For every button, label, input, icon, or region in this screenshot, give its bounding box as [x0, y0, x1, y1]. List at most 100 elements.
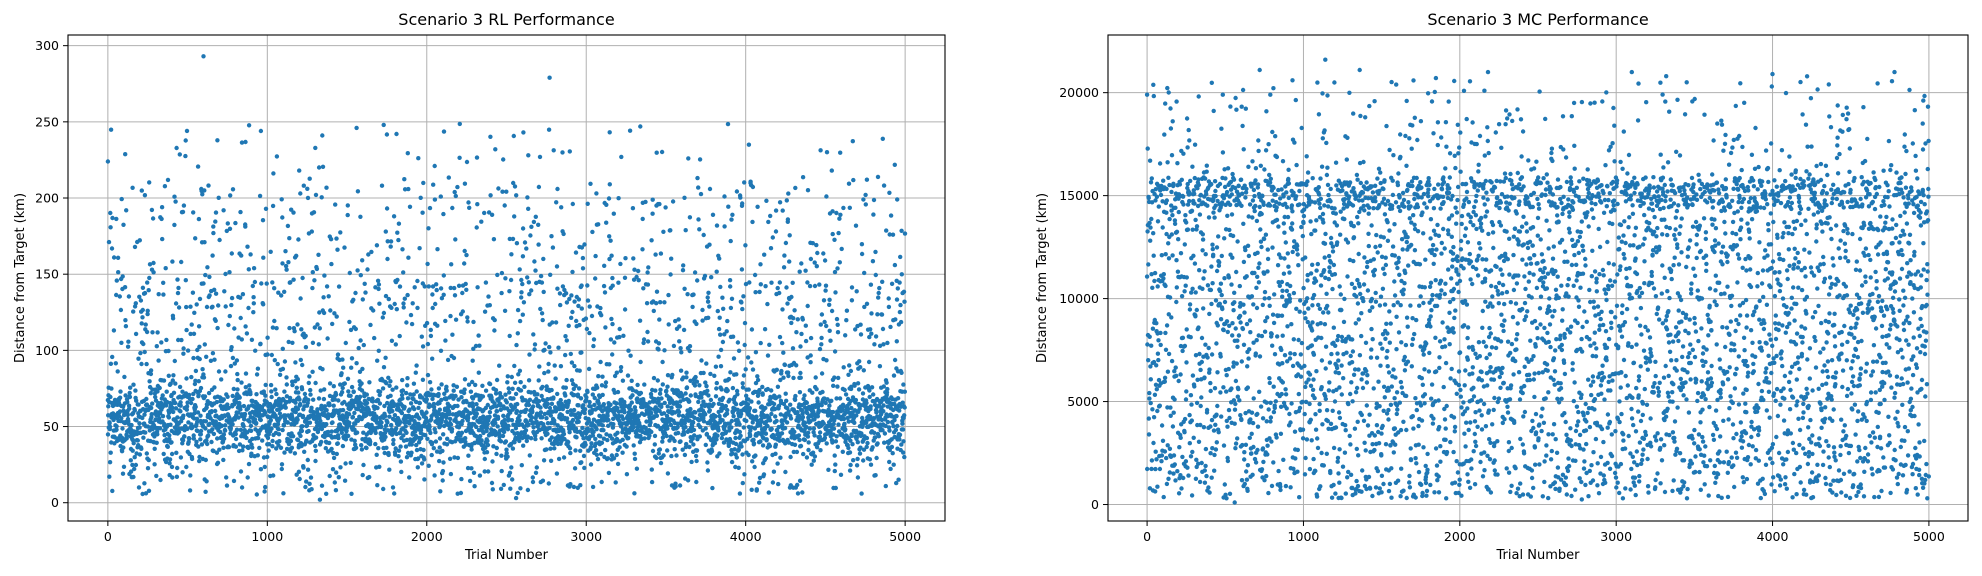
rl-data-point — [548, 458, 554, 463]
rl-data-point — [130, 448, 135, 453]
rl-data-point — [792, 442, 798, 447]
rl-data-point — [730, 334, 736, 339]
rl-data-point — [590, 484, 596, 490]
rl-data-point — [682, 286, 687, 291]
rl-data-point — [610, 275, 615, 281]
rl-data-point — [342, 245, 347, 250]
rl-data-point — [890, 232, 896, 237]
rl-data-point — [188, 304, 193, 309]
rl-data-point — [804, 455, 810, 460]
rl-data-point — [145, 280, 150, 285]
rl-data-point — [736, 465, 741, 470]
rl-data-point — [137, 238, 142, 243]
rl-data-point — [417, 400, 423, 406]
rl-data-point — [768, 213, 773, 219]
rl-data-point — [645, 329, 650, 335]
rl-data-point — [136, 356, 141, 361]
rl-data-point — [325, 336, 330, 341]
rl-data-point — [536, 399, 542, 404]
rl-data-point — [863, 192, 868, 198]
rl-data-point — [695, 278, 700, 283]
rl-data-point — [279, 462, 285, 467]
rl-data-point — [856, 387, 862, 392]
rl-data-point — [293, 360, 298, 365]
rl-data-point — [460, 309, 465, 314]
rl-data-point — [291, 277, 296, 282]
rl-data-point — [272, 318, 277, 324]
rl-data-point — [210, 427, 215, 432]
rl-data-point — [231, 386, 236, 392]
rl-data-point — [262, 489, 267, 494]
rl-data-point — [669, 453, 674, 459]
rl-data-point — [735, 392, 740, 397]
rl-data-point — [890, 451, 895, 456]
rl-data-point — [512, 184, 518, 189]
rl-data-point — [236, 415, 241, 420]
rl-data-point — [244, 331, 250, 336]
rl-data-point — [596, 222, 601, 227]
rl-data-point — [548, 272, 553, 277]
rl-data-point — [758, 282, 763, 287]
rl-data-point — [829, 398, 834, 403]
rl-data-point — [454, 384, 460, 389]
rl-data-point — [593, 276, 598, 281]
rl-data-point — [681, 327, 687, 333]
rl-data-point — [898, 254, 903, 260]
rl-data-point — [835, 322, 840, 327]
rl-data-point — [233, 444, 239, 449]
rl-data-point — [282, 359, 288, 364]
rl-data-point — [574, 435, 579, 440]
rl-data-point — [617, 334, 622, 340]
rl-data-point — [840, 449, 845, 454]
rl-data-point — [198, 437, 203, 442]
rl-data-point — [507, 333, 512, 339]
rl-data-point — [517, 418, 522, 423]
rl-data-point — [566, 439, 571, 445]
rl-data-point — [569, 293, 574, 298]
rl-data-point — [258, 467, 264, 472]
rl-data-point — [540, 384, 545, 390]
rl-data-point — [887, 428, 892, 433]
rl-data-point — [763, 456, 768, 461]
rl-data-point — [742, 342, 747, 348]
rl-data-point — [760, 443, 766, 448]
rl-data-point — [843, 392, 849, 397]
rl-data-point — [610, 352, 615, 357]
rl-data-point — [360, 258, 365, 263]
rl-data-point — [895, 286, 900, 291]
rl-data-point — [501, 157, 506, 162]
rl-data-point — [527, 352, 532, 357]
rl-data-point — [750, 367, 756, 372]
rl-data-point — [756, 400, 761, 405]
rl-data-point — [171, 373, 176, 378]
rl-data-point — [764, 437, 769, 442]
rl-data-point — [876, 434, 881, 439]
rl-data-point — [899, 228, 904, 233]
rl-data-point — [313, 448, 318, 453]
rl-data-point — [850, 139, 855, 144]
rl-data-point — [487, 410, 493, 415]
rl-data-point — [585, 201, 590, 206]
rl-data-point — [498, 439, 504, 444]
rl-data-point — [130, 462, 135, 468]
rl-data-point — [223, 369, 228, 374]
rl-data-point — [406, 186, 411, 192]
rl-data-point — [784, 420, 790, 425]
rl-data-point — [649, 429, 654, 435]
rl-data-point — [824, 150, 830, 155]
rl-data-point — [799, 331, 804, 337]
rl-data-point — [391, 437, 396, 443]
rl-data-point — [356, 345, 361, 351]
rl-data-point — [330, 467, 336, 472]
rl-data-point — [416, 156, 421, 161]
rl-data-point — [140, 285, 146, 290]
rl-data-point — [358, 273, 363, 278]
rl-data-point — [837, 260, 842, 265]
rl-data-point — [747, 280, 752, 285]
rl-data-point — [108, 450, 113, 455]
rl-data-point — [364, 445, 369, 451]
rl-data-point — [395, 230, 400, 235]
rl-data-point — [693, 453, 699, 459]
rl-data-point — [384, 206, 390, 211]
rl-data-point — [877, 364, 883, 369]
